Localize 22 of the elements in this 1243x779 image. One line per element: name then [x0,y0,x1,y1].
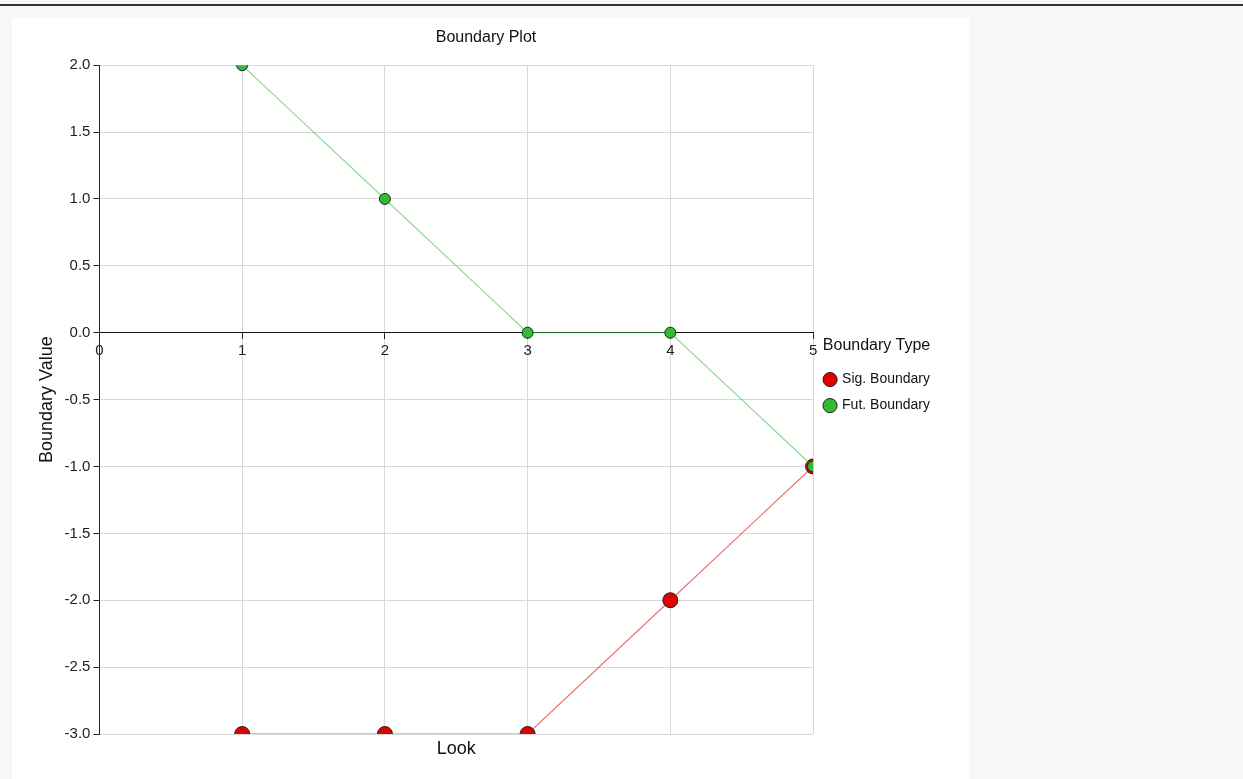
y-tick-label: 0.0 [69,322,91,340]
x-axis-title: Look [436,737,477,758]
y-tick-label: 1.0 [69,189,91,207]
y-tick-label: -1.5 [64,523,91,541]
x-tick-label: 2 [380,340,390,358]
x-tick-label: 1 [238,340,247,358]
y-tick-label: -1.0 [64,456,91,474]
x-tick-label: 5 [808,340,818,358]
x-tick-label: 3 [523,340,532,358]
y-tick-label: -2.0 [64,590,91,608]
legend-label: Fut. Boundary [842,396,930,413]
x-tick-label: 4 [666,340,675,358]
legend-label: Sig. Boundary [842,370,931,387]
y-tick-label: -0.5 [64,389,91,407]
chart-title: Boundary Plot [435,28,537,46]
y-axis-title: Boundary Value [35,336,56,463]
y-tick-label: -3.0 [64,724,91,742]
y-tick-label: 1.5 [69,122,91,140]
y-tick-label: -2.5 [64,657,91,675]
legend-title: Boundary Type [822,335,931,353]
y-tick-label: 0.5 [69,255,91,273]
y-tick-label: 2.0 [69,55,91,73]
